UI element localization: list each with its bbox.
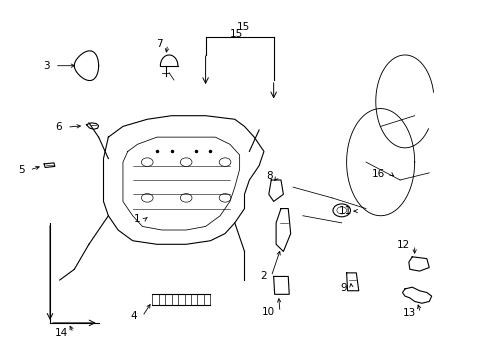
Text: 2: 2 xyxy=(259,271,266,282)
Text: 7: 7 xyxy=(156,39,163,49)
Text: 3: 3 xyxy=(43,61,50,71)
Text: 1: 1 xyxy=(133,214,140,224)
Text: 15: 15 xyxy=(230,28,243,39)
Text: 5: 5 xyxy=(18,165,25,175)
Text: 14: 14 xyxy=(55,328,68,338)
Text: 8: 8 xyxy=(265,171,272,181)
Text: 4: 4 xyxy=(131,311,137,321)
Text: 11: 11 xyxy=(339,206,352,216)
Text: 15: 15 xyxy=(236,22,250,32)
Text: 10: 10 xyxy=(262,307,275,317)
Text: 16: 16 xyxy=(371,168,385,179)
Text: 12: 12 xyxy=(396,240,409,250)
Text: 6: 6 xyxy=(56,122,62,132)
Text: 9: 9 xyxy=(339,283,346,293)
Text: 13: 13 xyxy=(402,308,415,318)
